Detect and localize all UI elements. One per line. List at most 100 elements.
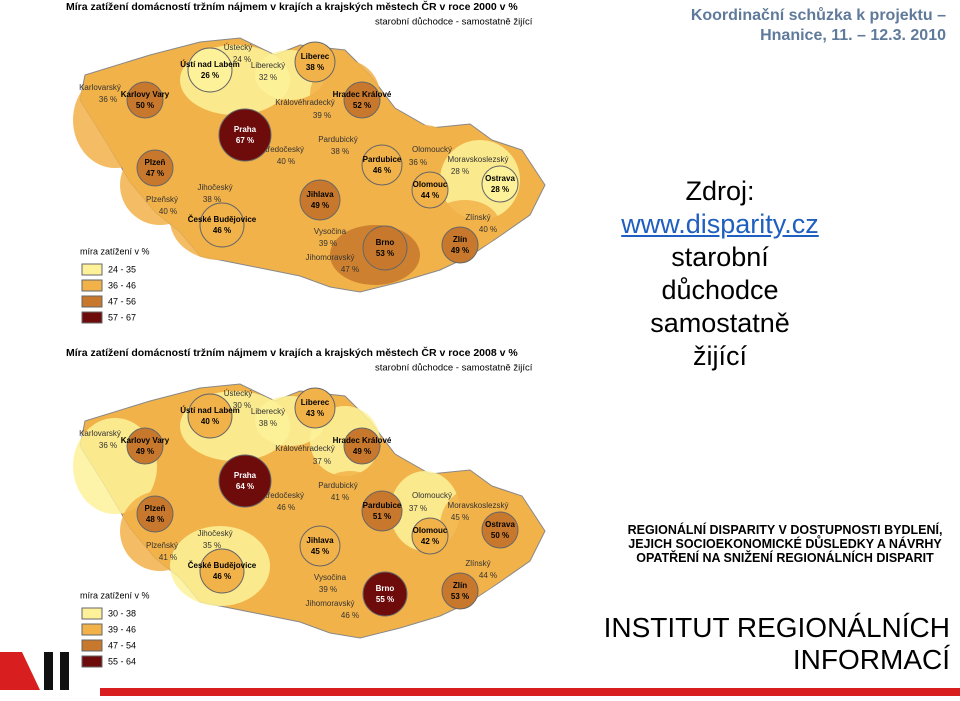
region-value: 30 % <box>233 401 251 410</box>
city-name: Ostrava <box>485 174 515 183</box>
city-name: Karlovy Vary <box>121 436 170 445</box>
city-name: Brno <box>376 238 395 247</box>
city-value: 48 % <box>146 515 164 524</box>
city <box>481 511 519 549</box>
region-value: 41 % <box>331 493 349 502</box>
city-name: Pardubice <box>363 501 402 510</box>
logo-shape <box>0 652 40 690</box>
region-name: Jihomoravský <box>306 253 355 262</box>
region-value: 36 % <box>99 95 117 104</box>
city-name: České Budějovice <box>188 561 257 570</box>
region-value: 38 % <box>203 195 221 204</box>
city-value: 64 % <box>236 482 254 491</box>
region-name: Středočeský <box>260 145 304 154</box>
city <box>294 41 336 83</box>
region-name: Pardubický <box>318 135 358 144</box>
city-value: 49 % <box>136 447 154 456</box>
region-value: 40 % <box>479 225 497 234</box>
city <box>294 387 336 429</box>
source-link[interactable]: www.disparity.cz <box>621 209 819 239</box>
region-name: Zlínský <box>465 559 490 568</box>
city-name: Pardubice <box>363 155 402 164</box>
region-name: Moravskoslezský <box>448 501 509 510</box>
city <box>218 108 272 162</box>
map-subtitle: starobní důchodce - samostatně žijící <box>375 363 533 374</box>
region-name: Královéhradecký <box>275 444 335 453</box>
legend-label: 57 - 67 <box>108 312 136 322</box>
city-value: 45 % <box>311 547 329 556</box>
city-value: 67 % <box>236 136 254 145</box>
city-value: 46 % <box>373 166 391 175</box>
legend-label: 39 - 46 <box>108 624 136 634</box>
legend-title: míra zatížení v % <box>80 590 150 600</box>
city <box>136 149 174 187</box>
city-value: 49 % <box>311 201 329 210</box>
city-value: 43 % <box>306 409 324 418</box>
region-name: Karlovarský <box>79 429 121 438</box>
region-name: Královéhradecký <box>275 98 335 107</box>
city-name: Plzeň <box>145 158 166 167</box>
region-name: Karlovarský <box>79 83 121 92</box>
city-name: Zlín <box>453 235 467 244</box>
region-name: Středočeský <box>260 491 304 500</box>
city-value: 28 % <box>491 185 509 194</box>
city-value: 46 % <box>213 226 231 235</box>
legend-swatch <box>81 623 103 636</box>
city-value: 53 % <box>376 249 394 258</box>
map: Míra zatížení domácností tržním nájmem v… <box>66 346 546 668</box>
city-value: 49 % <box>353 447 371 456</box>
logo-bar <box>44 652 53 690</box>
city-name: Praha <box>234 471 257 480</box>
header: Koordinační schůzka k projektu – Hnanice… <box>690 7 946 44</box>
city-name: Plzeň <box>145 504 166 513</box>
city <box>126 427 164 465</box>
legend-swatch <box>81 279 103 292</box>
region-value: 44 % <box>479 571 497 580</box>
city <box>299 525 341 567</box>
map-title: Míra zatížení domácností tržním nájmem v… <box>66 0 518 13</box>
city-value: 49 % <box>451 246 469 255</box>
region-name: Pardubický <box>318 481 358 490</box>
city-name: Olomouc <box>413 526 448 535</box>
city <box>187 393 233 439</box>
city <box>441 572 479 610</box>
city-name: Hradec Králové <box>333 436 392 445</box>
region-value: 37 % <box>409 504 427 513</box>
footer-bar <box>100 688 960 696</box>
region-value: 45 % <box>451 513 469 522</box>
legend-title: míra zatížení v % <box>80 246 150 256</box>
legend-swatch <box>81 639 103 652</box>
city-name: Praha <box>234 125 257 134</box>
city-value: 38 % <box>306 63 324 72</box>
source-description: starobní důchodce samostatně žijící <box>650 242 790 371</box>
region-name: Moravskoslezský <box>448 155 509 164</box>
city-name: Olomouc <box>413 180 448 189</box>
city-value: 50 % <box>491 531 509 540</box>
city-value: 40 % <box>201 417 219 426</box>
city-value: 42 % <box>421 537 439 546</box>
region-name: Liberecký <box>251 61 285 70</box>
region-value: 40 % <box>159 207 177 216</box>
region-name: Jihočeský <box>197 183 232 192</box>
region-name: Zlínský <box>465 213 490 222</box>
city-name: Brno <box>376 584 395 593</box>
city-name: Ústí nad Labem <box>180 406 240 415</box>
legend-label: 47 - 56 <box>108 296 136 306</box>
region-value: 36 % <box>99 441 117 450</box>
city <box>362 571 408 617</box>
legend-swatch <box>81 607 103 620</box>
city-name: Liberec <box>301 398 330 407</box>
map-subtitle: starobní důchodce - samostatně žijící <box>375 17 533 28</box>
city-name: Ústí nad Labem <box>180 60 240 69</box>
project: REGIONÁLNÍ DISPARITY V DOSTUPNOSTI BYDLE… <box>627 523 943 565</box>
city <box>411 517 449 555</box>
city-name: Karlovy Vary <box>121 90 170 99</box>
region-name: Ústecký <box>224 389 252 398</box>
region-name: Plzeňský <box>146 195 178 204</box>
legend-label: 36 - 46 <box>108 280 136 290</box>
region-value: 38 % <box>259 419 277 428</box>
region-value: 39 % <box>313 111 331 120</box>
city <box>361 490 403 532</box>
city <box>343 81 381 119</box>
legend-label: 47 - 54 <box>108 640 136 650</box>
